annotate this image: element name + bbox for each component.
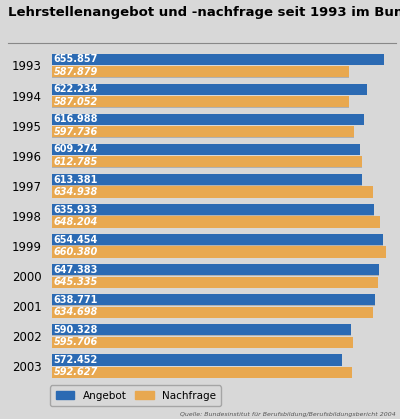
Bar bbox=[52, 336, 353, 348]
Bar bbox=[52, 157, 362, 168]
Bar bbox=[52, 114, 364, 125]
Text: 654.454: 654.454 bbox=[54, 235, 98, 245]
Bar bbox=[52, 114, 364, 125]
Text: 592.627: 592.627 bbox=[54, 367, 98, 378]
Bar bbox=[52, 187, 373, 198]
Text: 655.857: 655.857 bbox=[54, 54, 98, 64]
Bar bbox=[52, 324, 351, 336]
Bar bbox=[52, 307, 373, 318]
Bar bbox=[52, 144, 360, 155]
Bar bbox=[52, 325, 351, 336]
Text: 590.328: 590.328 bbox=[54, 325, 98, 335]
Text: 597.736: 597.736 bbox=[54, 127, 98, 137]
Text: 595.706: 595.706 bbox=[54, 337, 98, 347]
Text: 609.274: 609.274 bbox=[54, 145, 98, 155]
Text: 645.335: 645.335 bbox=[54, 277, 98, 287]
Bar bbox=[52, 96, 349, 107]
Bar bbox=[52, 174, 362, 186]
Bar bbox=[52, 127, 354, 138]
Bar bbox=[52, 367, 352, 378]
Bar bbox=[52, 174, 362, 185]
Bar bbox=[52, 216, 380, 228]
Bar bbox=[52, 96, 349, 108]
Bar bbox=[52, 234, 383, 245]
Bar bbox=[52, 54, 384, 65]
Bar bbox=[52, 186, 373, 197]
Bar bbox=[52, 277, 378, 288]
Text: Quelle: Bundesinstitut für Berufsbildung/Berufsbildungsbericht 2004: Quelle: Bundesinstitut für Berufsbildung… bbox=[180, 412, 396, 417]
Text: 660.380: 660.380 bbox=[54, 247, 98, 257]
Bar bbox=[52, 54, 384, 65]
Bar bbox=[52, 66, 349, 77]
Bar bbox=[52, 84, 367, 96]
Legend: Angebot, Nachfrage: Angebot, Nachfrage bbox=[50, 385, 221, 406]
Bar bbox=[52, 367, 352, 378]
Bar bbox=[52, 264, 380, 276]
Bar bbox=[52, 355, 342, 366]
Bar bbox=[52, 126, 354, 137]
Text: 622.234: 622.234 bbox=[54, 84, 98, 94]
Bar bbox=[52, 264, 380, 275]
Text: 572.452: 572.452 bbox=[54, 355, 98, 365]
Text: 612.785: 612.785 bbox=[54, 157, 98, 167]
Bar bbox=[52, 295, 375, 306]
Bar bbox=[52, 307, 373, 318]
Text: 587.879: 587.879 bbox=[54, 67, 98, 77]
Text: 613.381: 613.381 bbox=[54, 175, 98, 184]
Bar bbox=[52, 67, 349, 78]
Bar bbox=[52, 204, 374, 216]
Text: Lehrstellenangebot und -nachfrage seit 1993 im Bundesgebiet: Lehrstellenangebot und -nachfrage seit 1… bbox=[8, 6, 400, 19]
Text: 638.771: 638.771 bbox=[54, 295, 98, 305]
Bar bbox=[52, 204, 374, 215]
Text: 647.383: 647.383 bbox=[54, 265, 98, 275]
Bar bbox=[52, 247, 386, 258]
Bar bbox=[52, 84, 367, 95]
Bar bbox=[52, 246, 386, 258]
Bar bbox=[52, 337, 353, 348]
Bar bbox=[52, 294, 375, 305]
Text: 648.204: 648.204 bbox=[54, 217, 98, 227]
Bar bbox=[52, 144, 360, 155]
Text: 635.933: 635.933 bbox=[54, 204, 98, 215]
Bar bbox=[52, 354, 342, 365]
Text: 634.698: 634.698 bbox=[54, 307, 98, 317]
Bar bbox=[52, 235, 383, 246]
Bar bbox=[52, 156, 362, 168]
Text: 616.988: 616.988 bbox=[54, 114, 98, 124]
Text: 634.938: 634.938 bbox=[54, 187, 98, 197]
Text: 587.052: 587.052 bbox=[54, 97, 98, 107]
Bar bbox=[52, 217, 380, 228]
Bar bbox=[52, 277, 378, 288]
